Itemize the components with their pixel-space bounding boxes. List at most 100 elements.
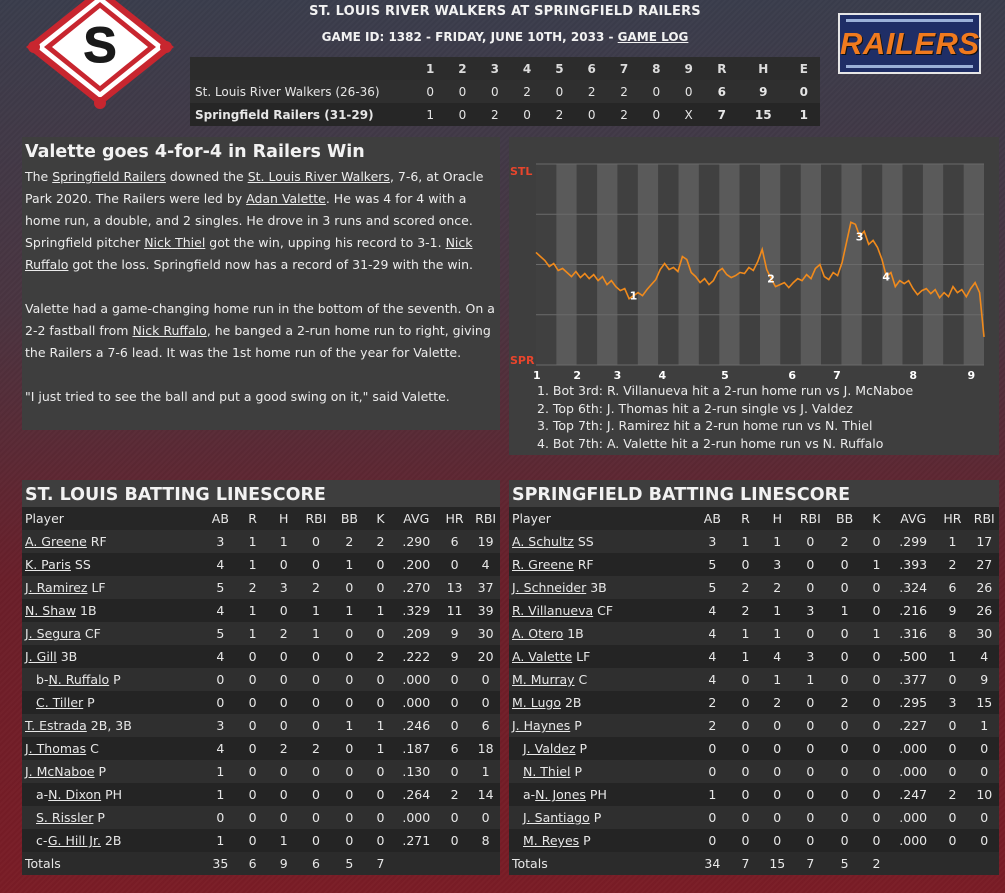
story-headline: Valette goes 4-for-4 in Railers Win: [25, 142, 365, 162]
totals-stat: 35: [203, 852, 238, 875]
player-link[interactable]: A. Otero: [512, 626, 564, 641]
batting-stat: 0: [237, 760, 269, 783]
batting-stat: 0: [793, 806, 828, 829]
batting-row: C. Tiller P 0 0 0 0 0 0.000 0 0: [22, 691, 500, 714]
player-link[interactable]: M. Murray: [512, 672, 575, 687]
batting-stat: 2: [729, 599, 762, 622]
batting-stat: 0: [471, 691, 500, 714]
player-link[interactable]: R. Greene: [512, 557, 574, 572]
batting-player-cell: K. Paris SS: [22, 553, 204, 576]
batting-player-cell: J. Haynes P: [509, 714, 696, 737]
player-link[interactable]: S. Rissler: [36, 810, 94, 825]
player-link[interactable]: J. Valdez: [523, 741, 576, 756]
linescore-h: 9: [738, 80, 788, 103]
player-link[interactable]: A. Greene: [25, 534, 87, 549]
batting-player-cell: b-N. Ruffalo P: [22, 668, 204, 691]
batting-stat: .227: [891, 714, 936, 737]
batting-stat: 2: [761, 576, 794, 599]
batting-stat: 0: [237, 829, 269, 852]
batting-player-cell: J. Ramirez LF: [22, 576, 204, 599]
batting-row: M. Reyes P 0 0 0 0 0 0.000 0 0: [509, 829, 999, 852]
batting-stat: 0: [935, 714, 970, 737]
batting-stat: 0: [827, 760, 862, 783]
batting-stat: 0: [827, 806, 862, 829]
player-link[interactable]: N. Jones: [535, 787, 586, 802]
batting-stat: 1: [935, 530, 970, 553]
key-play-marker: 4: [882, 271, 890, 284]
batting-row: M. Murray C 4 0 1 1 0 0.377 0 9: [509, 668, 999, 691]
batting-stat: 4: [695, 645, 730, 668]
totals-stat: 9: [268, 852, 300, 875]
batting-row: J. Valdez P 0 0 0 0 0 0.000 0 0: [509, 737, 999, 760]
sub-prefix: c-: [36, 833, 48, 848]
player-link[interactable]: M. Reyes: [523, 833, 580, 848]
batting-stat: 0: [729, 829, 762, 852]
player-link[interactable]: N. Ruffalo: [48, 672, 110, 687]
batting-stat: 0: [861, 691, 892, 714]
player-link[interactable]: J. Segura: [25, 626, 81, 641]
player-link[interactable]: J. Ramirez: [25, 580, 88, 595]
batting-stat: 0: [729, 737, 762, 760]
totals-stat: 7: [729, 852, 762, 875]
inning-runs: 0: [640, 80, 673, 103]
game-log-link[interactable]: GAME LOG: [617, 30, 689, 44]
player-link[interactable]: J. Schneider: [512, 580, 587, 595]
batting-col-header: R: [237, 507, 269, 530]
player-link[interactable]: N. Shaw: [25, 603, 77, 618]
player-link[interactable]: M. Lugo: [512, 695, 561, 710]
batting-stat: 0: [861, 530, 892, 553]
chart-x-tick: 2: [573, 369, 581, 382]
key-play-item: 4. Bot 7th: A. Valette hit a 2-run home …: [537, 435, 884, 451]
story-link[interactable]: Nick Ruffalo: [132, 323, 207, 338]
batting-col-header: BB: [827, 507, 862, 530]
inning-runs: 2: [607, 103, 641, 126]
batting-player-cell: J. Valdez P: [509, 737, 696, 760]
player-link[interactable]: N. Thiel: [523, 764, 571, 779]
batting-stat: 0: [299, 806, 333, 829]
player-position: CF: [593, 603, 614, 618]
batting-stat: 2: [268, 622, 300, 645]
player-link[interactable]: J. Gill: [25, 649, 57, 664]
player-link[interactable]: J. Thomas: [25, 741, 87, 756]
player-link[interactable]: N. Dixon: [48, 787, 102, 802]
player-link[interactable]: J. McNaboe: [25, 764, 95, 779]
batting-stat: 0: [203, 668, 238, 691]
batting-stat: 0: [861, 737, 892, 760]
story-link[interactable]: Adan Valette: [246, 191, 326, 206]
story-link[interactable]: Nick Ruffalo: [25, 235, 473, 272]
game-info: GAME ID: 1382 - FRIDAY, JUNE 10TH, 2033 …: [190, 30, 820, 44]
batting-stat: .222: [394, 645, 438, 668]
batting-stat: 0: [793, 530, 828, 553]
batting-row: A. Otero 1B 4 1 1 0 0 1.316 8 30: [509, 622, 999, 645]
player-link[interactable]: R. Villanueva: [512, 603, 594, 618]
player-link[interactable]: J. Haynes: [512, 718, 571, 733]
batting-stat: 0: [437, 553, 472, 576]
batting-stat: 0: [203, 806, 238, 829]
story-link[interactable]: St. Louis River Walkers: [247, 169, 390, 184]
batting-stat: 20: [471, 645, 500, 668]
batting-stat: 0: [203, 691, 238, 714]
player-link[interactable]: G. Hill Jr.: [47, 833, 101, 848]
story-link[interactable]: Nick Thiel: [144, 235, 206, 250]
game-id-date: GAME ID: 1382 - FRIDAY, JUNE 10TH, 2033 …: [321, 30, 618, 44]
player-link[interactable]: C. Tiller: [36, 695, 84, 710]
batting-stat: .000: [891, 829, 936, 852]
story-text: , he banged a 2-run home run to right, g…: [25, 323, 491, 360]
batting-col-header: RBI: [793, 507, 828, 530]
inning-runs: 1: [414, 103, 447, 126]
batting-stat: 0: [729, 760, 762, 783]
player-link[interactable]: A. Schultz: [512, 534, 574, 549]
player-link[interactable]: J. Santiago: [523, 810, 590, 825]
batting-stat: 2: [935, 553, 970, 576]
player-link[interactable]: T. Estrada: [25, 718, 87, 733]
player-link[interactable]: K. Paris: [25, 557, 71, 572]
batting-stat: 3: [268, 576, 300, 599]
batting-stat: 0: [332, 783, 367, 806]
batting-row: b-N. Ruffalo P 0 0 0 0 0 0.000 0 0: [22, 668, 500, 691]
player-link[interactable]: A. Valette: [512, 649, 573, 664]
story-text: got the loss. Springfield now has a reco…: [68, 257, 474, 272]
story-link[interactable]: Springfield Railers: [52, 169, 166, 184]
batting-stat: .216: [891, 599, 936, 622]
batting-stat: .316: [891, 622, 936, 645]
